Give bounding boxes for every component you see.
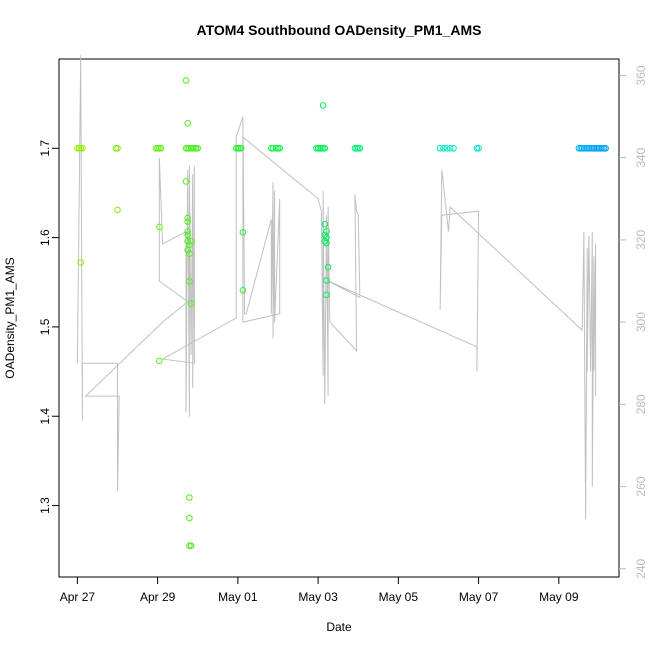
y-tick-label: 1.6 [38, 229, 52, 246]
data-point [184, 218, 191, 225]
data-point [276, 145, 284, 152]
x-tick-label: May 09 [539, 590, 579, 604]
data-point [156, 357, 163, 365]
data-point [450, 145, 457, 152]
data-point [356, 145, 364, 152]
data-point [239, 287, 247, 294]
data-point [443, 145, 451, 152]
x-tick-label: May 01 [218, 590, 258, 604]
data-point [323, 239, 330, 247]
data-point [239, 229, 247, 236]
data-point [186, 278, 193, 285]
data-points-layer [74, 77, 609, 550]
data-point [184, 246, 191, 254]
data-point [156, 223, 163, 231]
x-tick-label: May 05 [379, 590, 419, 604]
data-point [182, 178, 190, 185]
data-point [323, 291, 330, 299]
data-point [184, 120, 191, 127]
y2-tick-label: 240 [634, 558, 648, 578]
y2-tick-label: 340 [634, 147, 648, 167]
data-point [321, 237, 329, 245]
data-point [269, 145, 277, 152]
y-tick-label: 1.7 [38, 140, 52, 157]
data-point [321, 220, 329, 228]
data-point [114, 206, 121, 214]
y2-tick-label: 280 [634, 394, 648, 414]
data-point [324, 263, 332, 271]
y2-tick-label: 360 [634, 65, 648, 85]
data-point [436, 145, 444, 152]
chart-title: ATOM4 Southbound OADensity_PM1_AMS [197, 22, 482, 38]
data-point [321, 145, 329, 152]
data-point [186, 250, 193, 257]
data-point [186, 494, 193, 501]
y-tick-label: 1.4 [38, 408, 52, 425]
y2-tick-label: 320 [634, 230, 648, 250]
x-tick-label: May 03 [298, 590, 338, 604]
data-point [446, 145, 454, 152]
data-point [237, 145, 245, 152]
x-tick-label: Apr 29 [140, 590, 176, 604]
axes-layer: Apr 27 Apr 29 May 01 May 03 May 05 May 07 May … [38, 65, 648, 604]
data-point [323, 228, 330, 235]
data-point [186, 514, 193, 522]
data-point [77, 259, 84, 266]
y2-tick-label: 260 [634, 476, 648, 496]
data-point [79, 145, 86, 152]
data-point [323, 277, 330, 284]
data-point [187, 542, 195, 550]
data-point [475, 145, 482, 152]
data-point [184, 231, 191, 239]
data-point [194, 145, 201, 152]
x-tick-label: May 07 [459, 590, 499, 604]
data-point [182, 77, 190, 84]
data-point [440, 145, 447, 152]
y2-tick-label: 300 [634, 312, 648, 332]
temperature-line-layer [76, 54, 597, 520]
data-point [184, 214, 191, 222]
series-line [76, 54, 597, 520]
data-point [187, 300, 195, 308]
plot-frame [58, 58, 620, 578]
data-point [602, 145, 609, 152]
y-axis-label: OADensity_PM1_AMS [3, 257, 17, 378]
data-point [184, 228, 191, 235]
data-point [157, 145, 165, 152]
data-point [184, 237, 191, 245]
x-axis-label: Date [326, 620, 352, 634]
y-tick-label: 1.3 [38, 497, 52, 514]
x-tick-label: Apr 27 [60, 590, 96, 604]
y-tick-label: 1.5 [38, 318, 52, 335]
data-point [319, 102, 327, 109]
data-point [187, 237, 195, 245]
data-point [114, 145, 121, 152]
